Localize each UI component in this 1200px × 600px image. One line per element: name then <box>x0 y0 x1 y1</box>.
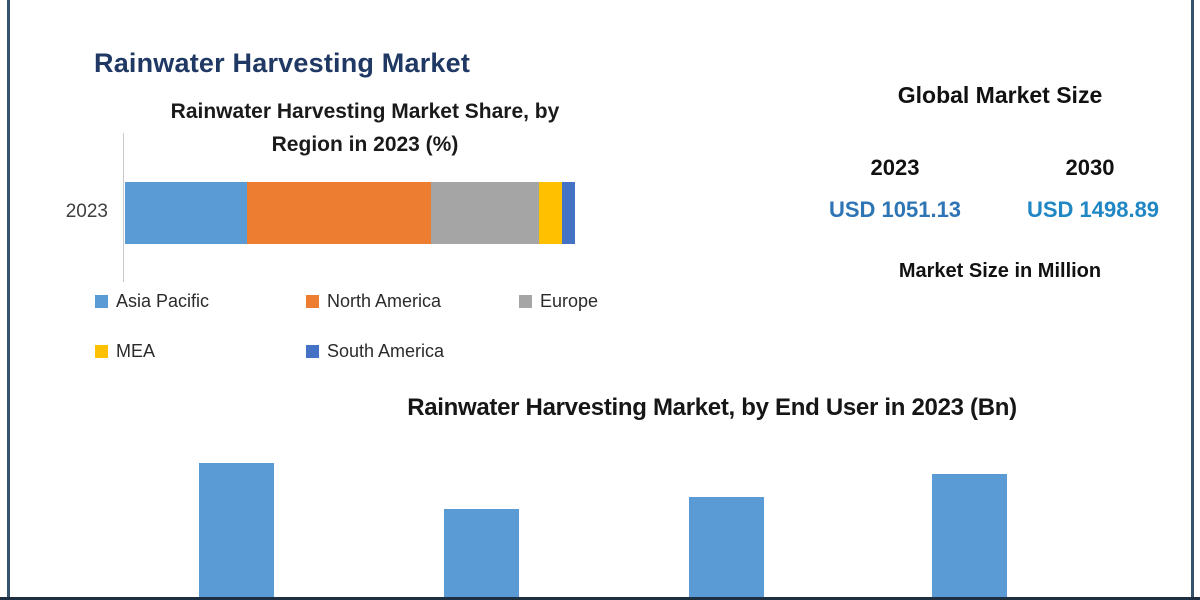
legend-swatch-mea <box>95 345 108 358</box>
page-title: Rainwater Harvesting Market <box>94 48 471 78</box>
legend-label-mea: MEA <box>116 341 156 361</box>
bar-segment-north-america <box>246 182 431 244</box>
unit-note: Market Size in Million <box>898 260 1102 282</box>
y-axis-line <box>123 133 124 282</box>
legend-label-north-america: North America <box>327 291 442 311</box>
market-value-2023: USD 1051.13 <box>828 197 962 222</box>
legend-label-europe: Europe <box>540 291 599 311</box>
legend-swatch-europe <box>519 295 532 308</box>
panel-title: Global Market Size <box>897 82 1103 108</box>
bar-segment-mea <box>539 182 562 244</box>
bar-segment-asia-pacific <box>125 182 247 244</box>
right-border-line <box>1191 0 1194 600</box>
end-user-bar-4 <box>932 474 1007 598</box>
bar-segment-south-america <box>561 182 575 244</box>
legend-swatch-south-america <box>306 345 319 358</box>
end-user-chart-title: Rainwater Harvesting Market, by End User… <box>407 394 1017 421</box>
stacked-bar <box>125 182 575 244</box>
legend-item-europe: Europe <box>519 291 598 312</box>
year-2030-label: 2030 <box>1065 155 1115 180</box>
legend-item-south-america: South America <box>306 341 444 362</box>
category-label-2023: 2023 <box>65 201 108 222</box>
legend-label-south-america: South America <box>327 341 445 361</box>
legend-item-north-america: North America <box>306 291 441 312</box>
bottom-border-line <box>0 597 1200 600</box>
end-user-bar-1 <box>199 463 274 598</box>
market-value-2030: USD 1498.89 <box>1026 197 1160 222</box>
end-user-bar-2 <box>444 509 519 598</box>
legend-swatch-north-america <box>306 295 319 308</box>
legend-swatch-asia-pacific <box>95 295 108 308</box>
bar-segment-europe <box>431 182 539 244</box>
year-2023-label: 2023 <box>870 155 920 180</box>
legend-label-asia-pacific: Asia Pacific <box>116 291 210 311</box>
region-chart-title: Rainwater Harvesting Market Share, by Re… <box>170 100 560 156</box>
legend-item-asia-pacific: Asia Pacific <box>95 291 209 312</box>
end-user-bar-3 <box>689 497 764 598</box>
left-border-line <box>7 0 10 600</box>
legend-item-mea: MEA <box>95 341 155 362</box>
